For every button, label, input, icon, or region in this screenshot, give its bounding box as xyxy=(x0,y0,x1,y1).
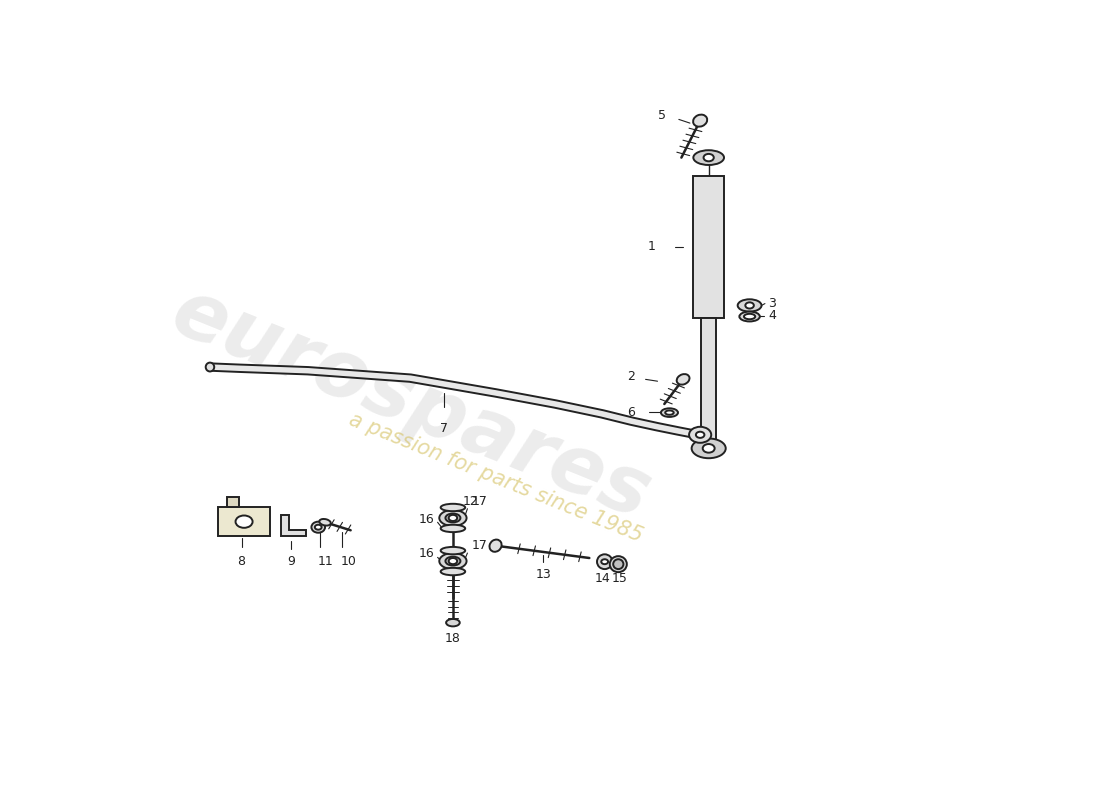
Circle shape xyxy=(746,302,754,309)
Ellipse shape xyxy=(311,522,326,533)
Text: eurospares: eurospares xyxy=(160,273,661,535)
Text: a passion for parts since 1985: a passion for parts since 1985 xyxy=(345,410,646,546)
Polygon shape xyxy=(280,515,306,537)
Text: 4: 4 xyxy=(768,310,777,322)
Ellipse shape xyxy=(446,557,461,566)
Text: 17: 17 xyxy=(472,495,487,508)
Ellipse shape xyxy=(689,426,712,443)
Text: 3: 3 xyxy=(768,297,777,310)
FancyBboxPatch shape xyxy=(219,507,270,537)
Ellipse shape xyxy=(738,299,761,312)
Circle shape xyxy=(696,432,704,438)
Text: 11: 11 xyxy=(317,555,333,568)
Ellipse shape xyxy=(744,314,756,319)
Bar xyxy=(227,497,239,507)
Ellipse shape xyxy=(441,504,465,511)
Ellipse shape xyxy=(676,374,690,385)
Ellipse shape xyxy=(441,525,465,532)
Circle shape xyxy=(703,444,715,453)
Ellipse shape xyxy=(441,568,465,575)
Ellipse shape xyxy=(613,559,624,569)
Circle shape xyxy=(315,525,321,530)
Ellipse shape xyxy=(447,619,460,626)
Text: 9: 9 xyxy=(287,555,295,568)
Text: 16: 16 xyxy=(418,547,434,560)
Text: 14: 14 xyxy=(595,571,610,585)
Text: 17: 17 xyxy=(472,539,487,552)
Text: 8: 8 xyxy=(238,555,245,568)
Ellipse shape xyxy=(441,547,465,554)
Ellipse shape xyxy=(693,114,707,126)
Text: 13: 13 xyxy=(536,569,551,582)
Ellipse shape xyxy=(692,438,726,458)
Ellipse shape xyxy=(597,554,613,569)
Text: 12: 12 xyxy=(463,495,478,508)
Circle shape xyxy=(602,559,608,564)
Ellipse shape xyxy=(739,311,760,322)
Circle shape xyxy=(449,515,458,521)
Text: 15: 15 xyxy=(612,571,628,585)
Text: 10: 10 xyxy=(341,555,356,568)
Ellipse shape xyxy=(439,553,466,569)
Ellipse shape xyxy=(439,510,466,526)
Circle shape xyxy=(704,154,714,162)
Circle shape xyxy=(449,558,458,564)
Ellipse shape xyxy=(661,408,678,417)
Text: 6: 6 xyxy=(627,406,636,418)
Ellipse shape xyxy=(490,539,502,552)
Text: 18: 18 xyxy=(446,632,461,645)
Polygon shape xyxy=(693,176,724,318)
Ellipse shape xyxy=(666,410,673,414)
Circle shape xyxy=(235,515,253,528)
Ellipse shape xyxy=(446,514,461,522)
Text: 5: 5 xyxy=(658,110,666,122)
Ellipse shape xyxy=(319,519,331,526)
Polygon shape xyxy=(210,363,701,438)
Ellipse shape xyxy=(693,150,724,165)
Text: 1: 1 xyxy=(648,241,656,254)
Text: 2: 2 xyxy=(627,370,636,383)
Ellipse shape xyxy=(609,556,627,572)
Ellipse shape xyxy=(206,362,214,371)
Text: 7: 7 xyxy=(440,422,449,435)
Polygon shape xyxy=(701,318,716,444)
Text: 16: 16 xyxy=(418,513,434,526)
